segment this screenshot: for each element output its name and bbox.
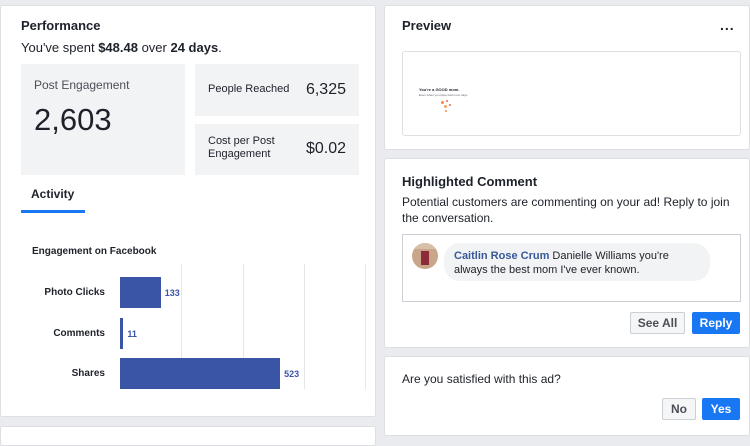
comment-card-title: Highlighted Comment [402,174,538,189]
comment-author-link[interactable]: Caitlin Rose Crum [454,250,550,262]
comment-box: Caitlin Rose Crum Danielle Williams you'… [402,234,741,302]
lower-card [0,426,376,446]
avatar [412,243,438,269]
preview-title: Preview [402,18,452,33]
bar-value-label: 523 [284,368,300,379]
post-engagement-value: 2,603 [34,102,112,137]
bar-value-label: 133 [164,287,180,298]
spent-amount: $48.48 [98,40,138,55]
chart-title: Engagement on Facebook [32,246,157,257]
bar-value-label: 11 [127,328,137,339]
post-engagement-box: Post Engagement 2,603 [21,64,185,175]
see-all-button[interactable]: See All [630,312,685,334]
comment-description: Potential customers are commenting on yo… [402,195,730,225]
survey-question: Are you satisfied with this ad? [402,372,561,386]
bar-label: Comments [53,327,105,339]
tab-activity[interactable]: Activity [21,184,85,213]
performance-title: Performance [21,18,101,33]
engagement-chart: Photo Clicks 133 Comments 11 Shares 523 [1,264,377,389]
thumb-line2: Even when you have bad mom days [419,93,468,97]
spent-mid: over [137,40,171,55]
thumb-line1: You're a GOOD mom. [419,87,460,92]
bar-label: Shares [71,367,105,379]
heart-icon [439,99,453,113]
chart-gridline [303,264,305,389]
more-options-icon[interactable]: ... [720,17,735,33]
bar-label: Photo Clicks [44,286,105,298]
people-reached-label: People Reached [208,83,290,95]
highlighted-comment-card: Highlighted Comment Potential customers … [384,158,750,348]
chart-gridline [242,264,244,389]
ad-preview-thumbnail[interactable]: You're a GOOD mom. Even when you have ba… [402,51,741,136]
chart-gridline [181,264,183,389]
tab-activity-label: Activity [31,187,75,201]
bar [120,277,161,308]
cost-value: $0.02 [305,140,346,157]
preview-card: Preview ... You're a GOOD mom. Even when… [384,5,750,150]
comment-text: Danielle Williams you're always the best… [454,250,669,276]
spent-suffix: . [218,40,222,55]
survey-card: Are you satisfied with this ad? No Yes [384,356,750,436]
bar [120,318,124,349]
yes-button[interactable]: Yes [702,398,740,420]
post-engagement-label: Post Engagement [34,78,130,92]
spent-summary: You've spent $48.48 over 24 days. [21,40,222,55]
no-button[interactable]: No [662,398,696,420]
people-reached-box: People Reached 6,325 [195,64,359,116]
spent-days: 24 days [170,40,219,55]
comment-bubble: Caitlin Rose Crum Danielle Williams you'… [444,243,710,281]
cost-label: Cost per Post Engagement [208,135,275,160]
bar [120,358,281,389]
reply-button[interactable]: Reply [692,312,740,334]
cost-per-engagement-box: Cost per Post Engagement $0.02 [195,124,359,175]
chart-gridline [365,264,366,389]
performance-card: Performance You've spent $48.48 over 24 … [0,5,376,417]
people-reached-value: 6,325 [305,81,346,98]
spent-prefix: You've spent [21,40,99,55]
